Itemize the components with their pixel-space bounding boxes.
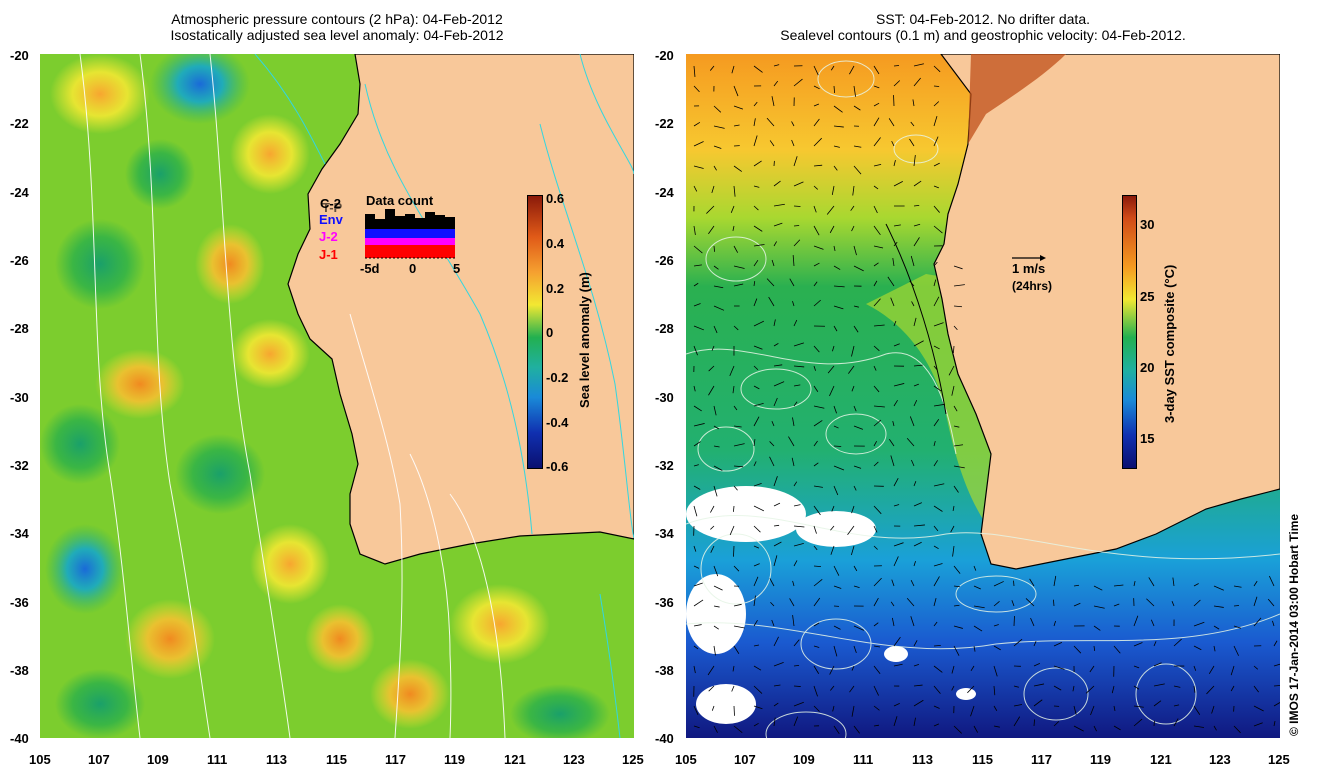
right-lat-tick: -20 — [655, 48, 674, 63]
imos-credit: © IMOS 17-Jan-2014 03:00 Hobart Time — [1287, 513, 1301, 736]
sst-colorbar — [1122, 195, 1137, 469]
sst-tick-15: 15 — [1140, 431, 1155, 446]
sla-tick-neg0.4: -0.4 — [546, 415, 569, 430]
left-lon-tick: 111 — [207, 752, 228, 767]
data-count-xtick-5: 5 — [453, 261, 461, 276]
left-lat-tick: -26 — [10, 253, 29, 268]
left-lon-tick: 113 — [266, 752, 287, 767]
left-lon-tick: 123 — [563, 752, 585, 767]
right-lat-tick: -26 — [655, 253, 674, 268]
data-count-title: Data count — [366, 193, 434, 208]
right-lon-tick: 125 — [1268, 752, 1290, 767]
velocity-scale-arrow-icon — [1012, 255, 1046, 261]
sst-coastline-stroke — [885, 223, 947, 415]
left-lon-tick: 117 — [385, 752, 406, 767]
right-lat-tick: -36 — [655, 595, 674, 610]
sla-anomaly-blobs — [40, 54, 610, 738]
right-lat-tick: -24 — [655, 185, 674, 200]
right-lon-tick: 111 — [853, 752, 874, 767]
left-lat-tick: -20 — [10, 48, 29, 63]
right-lat-tick: -30 — [655, 390, 674, 405]
right-lat-tick: -40 — [655, 731, 674, 746]
left-lon-tick: 115 — [326, 752, 347, 767]
left-title-line2: Isostatically adjusted sea level anomaly… — [170, 27, 504, 43]
right-lon-tick: 119 — [1090, 752, 1111, 767]
data-count-xtick-neg5: -5d — [360, 261, 380, 276]
sat-label-j2: J-2 — [319, 229, 338, 244]
sla-tick-neg0.2: -0.2 — [546, 370, 569, 385]
sst-map — [686, 54, 1280, 738]
right-lat-tick: -32 — [655, 458, 674, 473]
velocity-scale-sub: (24hrs) — [1012, 279, 1053, 293]
sst-tick-30: 30 — [1140, 217, 1155, 232]
data-count-inset — [365, 209, 455, 259]
sat-label-env: Env — [319, 212, 343, 227]
left-lat-tick: -38 — [10, 663, 29, 678]
sealevel-contours — [686, 60, 1280, 738]
right-lon-tick: 123 — [1209, 752, 1231, 767]
australia-land-right — [933, 54, 1280, 570]
right-lon-tick: 113 — [912, 752, 933, 767]
left-lon-tick: 121 — [504, 752, 526, 767]
nw-warm-coast — [968, 54, 1066, 144]
sla-tick-0: 0 — [546, 325, 554, 340]
data-count-xtick-0: 0 — [409, 261, 417, 276]
sst-cloud-gaps — [686, 486, 976, 724]
right-lon-tick: 107 — [734, 752, 756, 767]
right-lat-tick: -28 — [655, 321, 674, 336]
left-lon-tick: 109 — [147, 752, 169, 767]
right-lat-tick: -34 — [655, 526, 674, 541]
sea-level-anomaly-map — [40, 54, 634, 738]
geostrophic-velocity-vectors — [693, 63, 1280, 735]
sla-tick-0.4: 0.4 — [546, 236, 565, 251]
sat-label-tp: T-P — [322, 200, 343, 215]
pressure-contours — [79, 54, 506, 738]
right-lon-tick: 105 — [675, 752, 697, 767]
sla-colorbar-label: Sea level anomaly (m) — [577, 272, 592, 408]
left-lon-tick: 119 — [444, 752, 465, 767]
left-lat-tick: -22 — [10, 116, 29, 131]
sla-colorbar — [527, 195, 543, 469]
sst-colorbar-label: 3-day SST composite (°C) — [1162, 264, 1177, 423]
right-title-line1: SST: 04-Feb-2012. No drifter data. — [876, 11, 1090, 27]
left-lon-tick: 107 — [88, 752, 110, 767]
left-lat-tick: -32 — [10, 458, 29, 473]
left-lat-tick: -36 — [10, 595, 29, 610]
sla-tick-0.6: 0.6 — [546, 191, 565, 206]
velocity-scale-label: 1 m/s — [1012, 261, 1046, 276]
right-lon-tick: 117 — [1031, 752, 1052, 767]
sla-tick-neg0.6: -0.6 — [546, 459, 569, 474]
left-title-line1: Atmospheric pressure contours (2 hPa): 0… — [171, 11, 503, 27]
right-lon-tick: 115 — [972, 752, 993, 767]
left-lat-tick: -34 — [10, 526, 29, 541]
sst-tick-25: 25 — [1140, 289, 1155, 304]
data-count-bars — [365, 209, 455, 258]
left-lat-tick: -24 — [10, 185, 29, 200]
right-lon-tick: 121 — [1150, 752, 1172, 767]
left-lat-tick: -40 — [10, 731, 29, 746]
sat-label-c2: C-2 — [320, 196, 341, 211]
right-title-line2: Sealevel contours (0.1 m) and geostrophi… — [780, 27, 1186, 43]
left-lat-tick: -30 — [10, 390, 29, 405]
right-lat-tick: -22 — [655, 116, 674, 131]
left-lon-tick: 125 — [622, 752, 644, 767]
sat-label-j1: J-1 — [319, 247, 338, 262]
left-lat-tick: -28 — [10, 321, 29, 336]
right-lat-tick: -38 — [655, 663, 674, 678]
left-lon-tick: 105 — [29, 752, 51, 767]
sla-tick-0.2: 0.2 — [546, 281, 565, 296]
right-lon-tick: 109 — [793, 752, 815, 767]
sst-tick-20: 20 — [1140, 360, 1155, 375]
isobath-lines — [254, 54, 634, 738]
australia-land-left — [287, 54, 634, 565]
